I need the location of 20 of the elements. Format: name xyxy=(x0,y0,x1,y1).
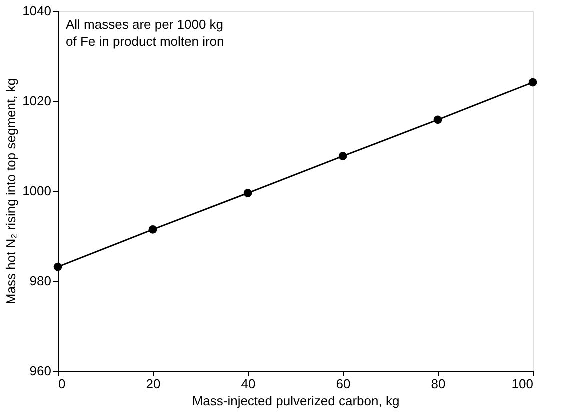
y-tick-label: 960 xyxy=(30,364,52,378)
y-axis-title: Mass hot N₂ rising into top segment, kg xyxy=(4,78,19,305)
x-axis-title: Mass-injected pulverized carbon, kg xyxy=(192,394,400,408)
x-tick-label: 40 xyxy=(241,376,256,392)
y-tick-label: 1000 xyxy=(22,184,52,198)
annotation: All masses are per 1000 kg of Fe in product molten iron xyxy=(66,17,224,49)
point xyxy=(338,152,348,161)
y-tick-label: 1020 xyxy=(22,94,52,108)
x-tick-label: 60 xyxy=(336,376,351,392)
x-tick-label: 20 xyxy=(146,376,161,392)
point xyxy=(528,78,538,87)
point xyxy=(244,189,252,198)
y-tick-label: 1040 xyxy=(22,4,52,18)
point xyxy=(434,116,442,124)
point xyxy=(148,226,158,234)
x-tick-label: 0 xyxy=(58,376,66,392)
point xyxy=(54,262,62,272)
x-tick-label: 100 xyxy=(512,376,534,392)
y-tick-label: 980 xyxy=(30,274,52,288)
x-tick-label: 80 xyxy=(431,376,446,392)
